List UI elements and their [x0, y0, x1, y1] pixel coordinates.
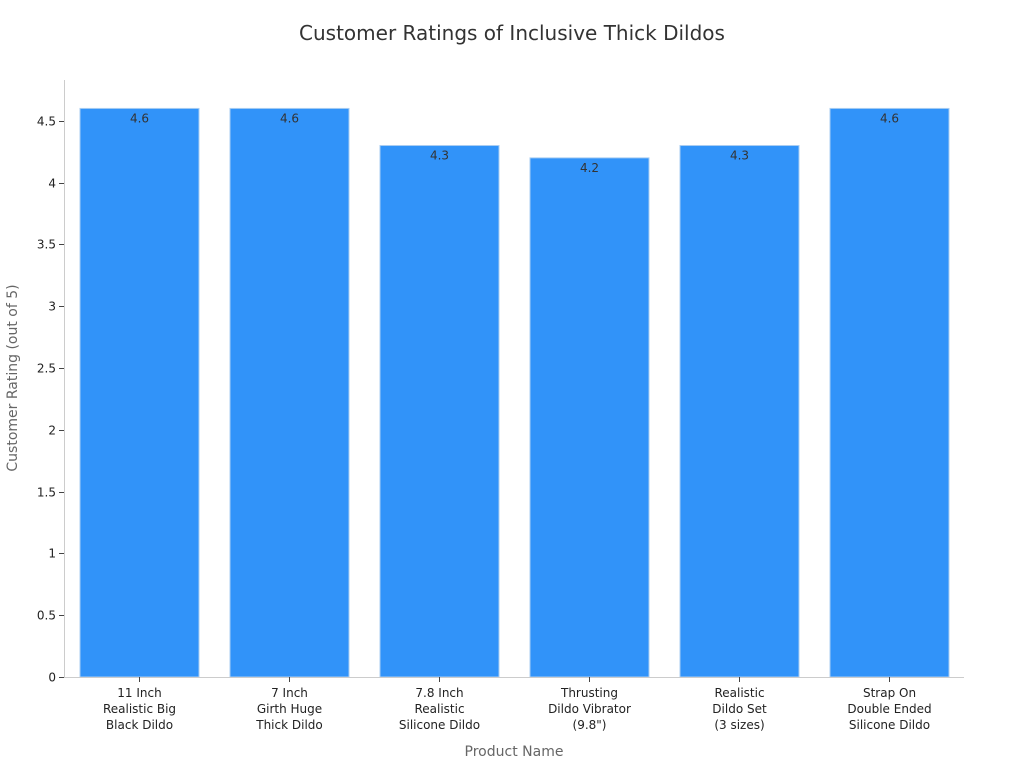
y-tick-label: 1.5	[37, 486, 56, 500]
y-axis-title: Customer Rating (out of 5)	[5, 284, 21, 471]
x-tick-label: 11 Inch Realistic Big Black Dildo	[103, 686, 176, 732]
bar	[829, 107, 950, 678]
bar-value-label: 4.6	[130, 111, 149, 125]
bar-value-label: 4.3	[430, 149, 449, 163]
x-tick-label: 7 Inch Girth Huge Thick Dildo	[255, 686, 323, 732]
y-tick-label: 1	[48, 547, 56, 561]
bar-value-label: 4.2	[580, 161, 599, 175]
y-axis-ticks: 0 0.5 1 1.5 2 2.5 3 3.5 4 4.5	[37, 115, 64, 685]
bar-value-label: 4.6	[280, 111, 299, 125]
y-tick-label: 0	[48, 671, 56, 685]
x-axis-ticks: 11 Inch Realistic Big Black Dildo 7 Inch Gir…	[103, 677, 932, 732]
x-tick-label: Thrusting Dildo Vibrator (9.8")	[548, 686, 631, 732]
bar	[79, 107, 200, 678]
y-tick-label: 2	[48, 424, 56, 438]
bars-layer	[79, 107, 950, 678]
chart-title: Customer Ratings of Inclusive Thick Dild…	[299, 21, 725, 45]
y-tick-label: 4.5	[37, 115, 56, 129]
y-tick-label: 3	[48, 300, 56, 314]
x-axis-title: Product Name	[465, 744, 564, 760]
y-tick-label: 4	[48, 177, 56, 191]
y-tick-label: 3.5	[37, 238, 56, 252]
bar-value-label: 4.6	[880, 111, 899, 125]
x-tick-label: Strap On Double Ended Silicone Dildo	[847, 686, 931, 732]
y-tick-label: 0.5	[37, 609, 56, 623]
data-labels-layer: 4.6 4.6 4.3 4.2 4.3 4.6	[130, 111, 899, 174]
bar	[679, 145, 800, 678]
bar	[229, 107, 350, 678]
x-tick-label: Realistic Dildo Set (3 sizes)	[712, 686, 767, 732]
bar	[379, 145, 500, 678]
bar-value-label: 4.3	[730, 149, 749, 163]
x-tick-label: 7.8 Inch Realistic Silicone Dildo	[399, 686, 480, 732]
bar	[529, 157, 650, 678]
y-tick-label: 2.5	[37, 362, 56, 376]
